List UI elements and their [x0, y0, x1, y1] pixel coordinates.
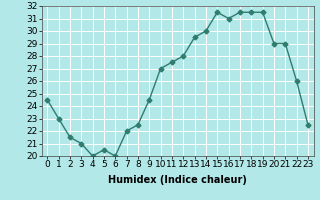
- X-axis label: Humidex (Indice chaleur): Humidex (Indice chaleur): [108, 175, 247, 185]
